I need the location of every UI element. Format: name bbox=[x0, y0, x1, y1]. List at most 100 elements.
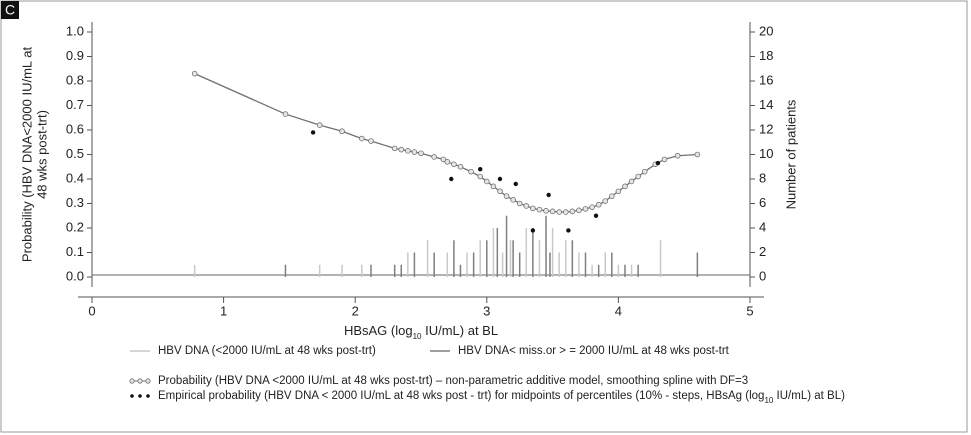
curve-point bbox=[523, 203, 530, 209]
y-tick-label: 0.7 bbox=[66, 97, 84, 112]
curve-point bbox=[339, 128, 345, 135]
curve-point bbox=[543, 208, 549, 214]
probability-curve bbox=[194, 73, 698, 213]
legend-swatch bbox=[130, 394, 134, 398]
y-tick-label: 0.2 bbox=[66, 219, 84, 234]
empirical-point bbox=[546, 192, 551, 198]
x-axis-label: HBsAG (log10 IU/mL) at BL bbox=[344, 323, 498, 340]
text-part: IU/mL) at BL) bbox=[773, 390, 845, 402]
curve-point bbox=[674, 152, 681, 159]
curve-point bbox=[694, 151, 701, 158]
curve-point bbox=[483, 178, 490, 185]
curve-point bbox=[628, 178, 635, 185]
curve-point bbox=[569, 208, 576, 215]
y-tick-label: 0.6 bbox=[66, 121, 84, 136]
curve-point bbox=[609, 193, 615, 199]
curve-point bbox=[282, 111, 289, 117]
subscript: 10 bbox=[413, 332, 422, 341]
legend-label: Probability (HBV DNA <2000 IU/mL at 48 w… bbox=[158, 375, 748, 387]
y2-tick-label: 0 bbox=[759, 268, 766, 283]
curve-point bbox=[562, 209, 569, 215]
curve-point bbox=[615, 188, 622, 195]
empirical-point bbox=[478, 167, 483, 172]
y2-tick-label: 10 bbox=[759, 146, 773, 161]
curve-point bbox=[391, 145, 398, 152]
legend-label: HBV DNA (<2000 IU/mL at 48 wks post-trt) bbox=[158, 345, 376, 357]
curve-point bbox=[503, 193, 510, 199]
x-tick-label: 5 bbox=[746, 303, 753, 318]
curve-point bbox=[536, 206, 543, 213]
curve-point bbox=[490, 183, 497, 190]
curve-point bbox=[556, 209, 562, 215]
empirical-point bbox=[497, 176, 503, 182]
subscript: 10 bbox=[764, 396, 773, 405]
empirical-point bbox=[566, 228, 571, 233]
empirical-point bbox=[655, 160, 661, 166]
y2-tick-label: 12 bbox=[759, 121, 773, 136]
y2-tick-label: 20 bbox=[759, 23, 773, 38]
y2-tick-label: 14 bbox=[759, 97, 773, 112]
curve-point bbox=[622, 183, 628, 190]
y2-axis-label: Number of patients bbox=[783, 99, 798, 209]
curve-point bbox=[510, 197, 516, 203]
curve-point bbox=[576, 207, 582, 214]
panel-badge bbox=[1, 1, 19, 19]
empirical-point bbox=[310, 130, 316, 135]
curve-point bbox=[595, 201, 602, 208]
y-tick-label: 0.1 bbox=[66, 244, 84, 259]
curve-point bbox=[444, 159, 451, 165]
x-tick-label: 3 bbox=[483, 303, 490, 318]
curve-point bbox=[635, 173, 641, 180]
curve-point bbox=[641, 168, 648, 175]
curve-point bbox=[602, 198, 609, 204]
y-tick-label: 0.3 bbox=[66, 195, 84, 210]
curve-point bbox=[316, 122, 323, 128]
curve-point bbox=[582, 206, 589, 212]
curve-point bbox=[589, 204, 595, 210]
curve-point bbox=[661, 156, 668, 163]
curve-point bbox=[411, 149, 418, 155]
curve-point bbox=[418, 150, 424, 157]
curve-point bbox=[457, 163, 464, 170]
curve-point bbox=[477, 173, 484, 180]
y-tick-label: 0.5 bbox=[66, 146, 84, 161]
y2-tick-label: 6 bbox=[759, 195, 766, 210]
curve-point bbox=[440, 156, 447, 163]
curve-point bbox=[431, 154, 437, 160]
x-tick-label: 2 bbox=[352, 303, 359, 318]
x-tick-label: 4 bbox=[615, 303, 622, 318]
y-axis-label: 48 wks post-trt) bbox=[34, 110, 49, 199]
empirical-point bbox=[593, 213, 599, 218]
y2-tick-label: 18 bbox=[759, 48, 773, 63]
x-tick-label: 1 bbox=[220, 303, 227, 318]
curve-point bbox=[405, 148, 411, 154]
legend-label: Empirical probability (HBV DNA < 2000 IU… bbox=[158, 390, 845, 405]
curve-point bbox=[468, 168, 474, 175]
curve-point bbox=[497, 188, 503, 195]
curve-point bbox=[530, 205, 536, 212]
y-tick-label: 1.0 bbox=[66, 23, 84, 38]
curve-point bbox=[451, 161, 457, 168]
legend-swatch bbox=[129, 378, 135, 384]
text-part: IU/mL) at BL bbox=[421, 323, 498, 338]
empirical-point bbox=[513, 181, 518, 187]
legend-swatch bbox=[138, 394, 142, 398]
y2-tick-label: 8 bbox=[759, 170, 766, 185]
y-tick-label: 0.4 bbox=[66, 170, 84, 185]
legend-swatch bbox=[145, 378, 151, 384]
curve-point bbox=[368, 138, 374, 144]
legend-label: HBV DNA< miss.or > = 2000 IU/mL at 48 wk… bbox=[458, 345, 730, 357]
text-part: HBsAG (log bbox=[344, 323, 413, 338]
panel-label: C bbox=[5, 2, 15, 18]
y2-tick-label: 4 bbox=[759, 219, 766, 234]
empirical-point bbox=[449, 176, 454, 182]
curve-point bbox=[398, 146, 405, 153]
y2-tick-label: 16 bbox=[759, 72, 773, 87]
curve-point bbox=[358, 135, 365, 142]
y-tick-label: 0.8 bbox=[66, 72, 84, 87]
text-part: Empirical probability (HBV DNA < 2000 IU… bbox=[158, 390, 764, 402]
y2-tick-label: 2 bbox=[759, 244, 766, 259]
empirical-point bbox=[530, 228, 536, 233]
